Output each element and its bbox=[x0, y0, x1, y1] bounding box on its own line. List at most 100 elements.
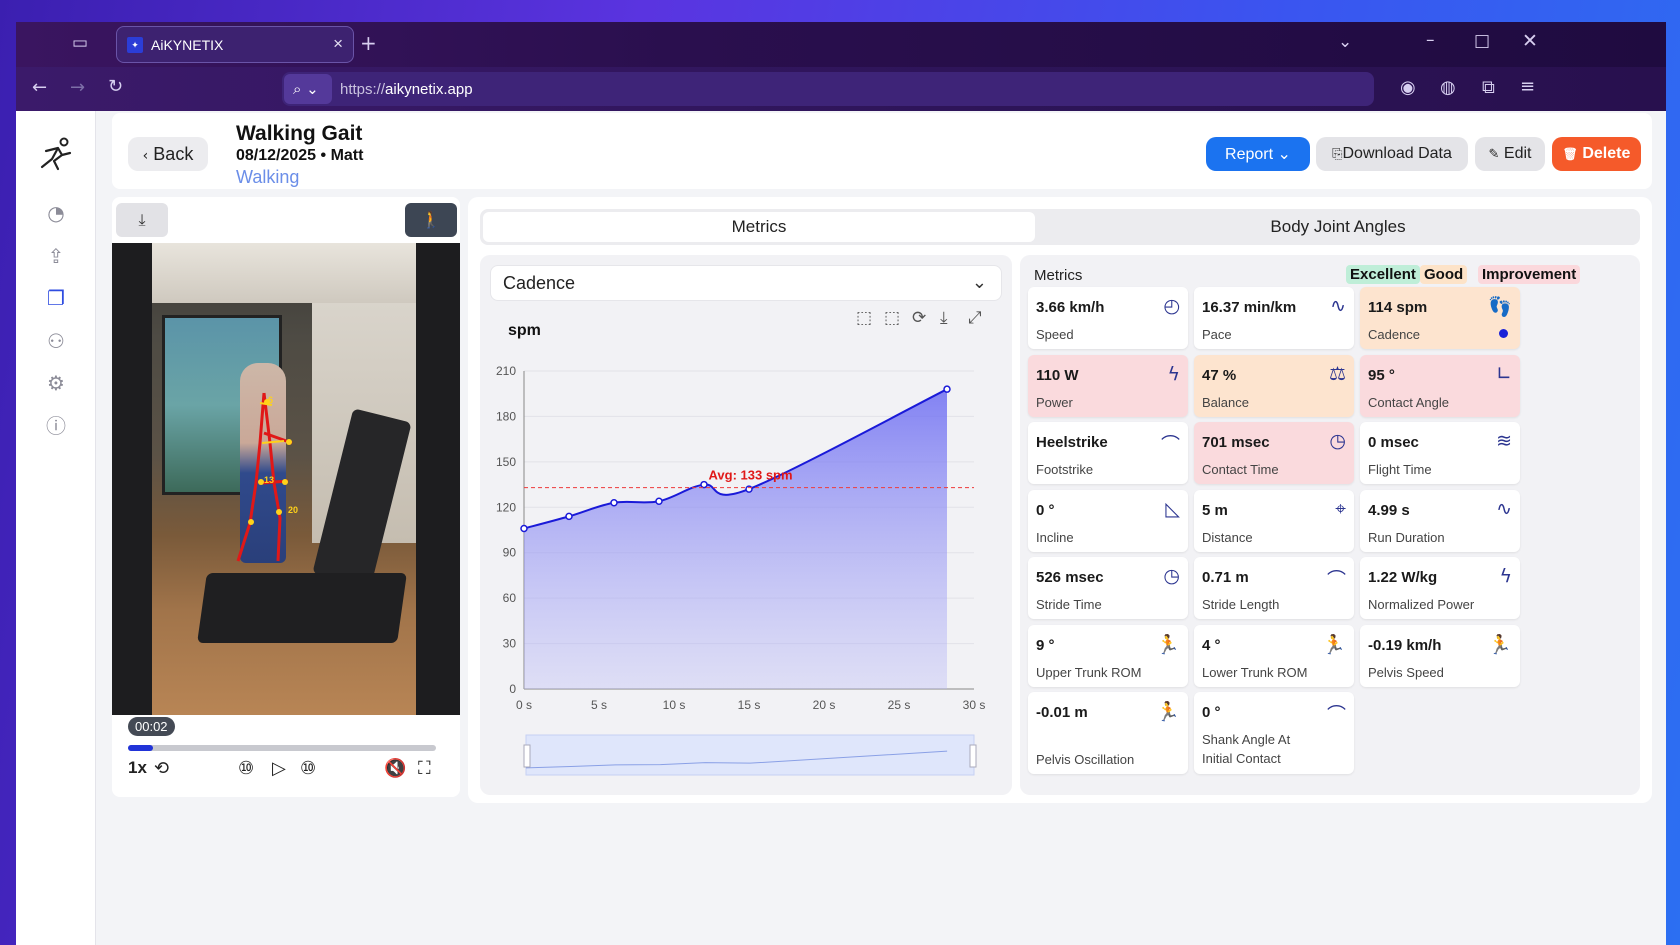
browser-tab[interactable]: ✦ AiKYNETIX × bbox=[116, 26, 354, 63]
metric-card[interactable]: 16.37 min/km Pace ∿ bbox=[1194, 287, 1354, 349]
app-logo-icon[interactable] bbox=[40, 135, 72, 175]
x-tick-label: 30 s bbox=[963, 698, 986, 712]
metric-card[interactable]: Heelstrike Footstrike ⌒ bbox=[1028, 422, 1188, 484]
video-download-button[interactable]: ⤓ bbox=[116, 203, 168, 237]
metric-card[interactable]: 701 msec Contact Time ◷ bbox=[1194, 422, 1354, 484]
tab-body-joint-angles[interactable]: Body Joint Angles bbox=[1270, 217, 1406, 236]
extensions-icon[interactable]: ⧉ bbox=[1482, 77, 1495, 98]
new-tab-icon[interactable]: + bbox=[360, 31, 377, 55]
play-icon[interactable]: ▷ bbox=[272, 758, 286, 779]
tab-groups-icon[interactable]: ▭ bbox=[72, 33, 89, 53]
search-engine-icon[interactable]: ⌕ ⌄ bbox=[284, 74, 332, 104]
metric-label: Flight Time bbox=[1368, 462, 1432, 477]
app-favicon-icon: ✦ bbox=[127, 37, 143, 53]
metric-label: Run Duration bbox=[1368, 529, 1445, 545]
y-tick-label: 150 bbox=[496, 455, 516, 469]
metric-card[interactable]: 0 msec Flight Time ≋ bbox=[1360, 422, 1520, 484]
minimize-icon[interactable]: – bbox=[1426, 30, 1435, 50]
zoom-reset-icon[interactable]: ⬚ bbox=[884, 308, 900, 328]
rewind-10-icon[interactable]: ⑩ bbox=[238, 758, 255, 779]
metric-card[interactable]: -0.19 km/h Pelvis Speed 🏃 bbox=[1360, 624, 1520, 687]
metric-card[interactable]: -0.01 m Pelvis Oscillation 🏃 bbox=[1028, 692, 1188, 774]
metric-card[interactable]: 0 ° Incline ◺ bbox=[1028, 489, 1188, 552]
fullscreen-icon[interactable]: ⛶ bbox=[418, 758, 431, 779]
video-progress-bar[interactable] bbox=[128, 745, 436, 751]
maximize-icon[interactable]: □ bbox=[1474, 31, 1491, 51]
video-timestamp: 00:02 bbox=[128, 717, 175, 736]
close-tab-icon[interactable]: × bbox=[333, 34, 343, 53]
metric-card[interactable]: 4 ° Lower Trunk ROM 🏃 bbox=[1194, 624, 1354, 687]
address-bar[interactable]: ⌕ ⌄ https://aikynetix.app bbox=[282, 72, 1374, 106]
lightning-icon: ϟ bbox=[1167, 362, 1180, 385]
tab-list-chevron-icon[interactable]: ⌄ bbox=[1338, 32, 1353, 52]
x-tick-label: 15 s bbox=[738, 698, 761, 712]
download-icon: ⎘ bbox=[1332, 147, 1343, 162]
metric-card[interactable]: 1.22 W/kg Normalized Power ϟ bbox=[1360, 557, 1520, 619]
close-window-icon[interactable]: ✕ bbox=[1522, 30, 1538, 52]
edit-button[interactable]: ✎ Edit bbox=[1475, 137, 1545, 171]
tab-metrics[interactable]: Metrics bbox=[483, 212, 1035, 242]
video-panel: ⤓ 🚶 bbox=[112, 197, 460, 797]
data-point bbox=[655, 497, 663, 505]
account-icon[interactable]: ◉ bbox=[1400, 77, 1416, 98]
loop-icon[interactable]: ⟲ bbox=[154, 758, 170, 779]
globe-icon[interactable]: ◍ bbox=[1440, 77, 1456, 98]
metric-value: 701 msec bbox=[1202, 434, 1270, 451]
metric-label: Shank Angle At Initial Contact bbox=[1202, 732, 1291, 766]
metric-card[interactable]: 526 msec Stride Time ◷ bbox=[1028, 557, 1188, 619]
metric-card[interactable]: 95 ° Contact Angle ∟ bbox=[1360, 354, 1520, 417]
metric-card[interactable]: 5 m Distance ⌖ bbox=[1194, 489, 1354, 552]
video-player[interactable]: 6 13 20 bbox=[112, 243, 460, 715]
metric-card[interactable]: 110 W Power ϟ bbox=[1028, 354, 1188, 417]
reload-icon[interactable]: ↻ bbox=[108, 76, 124, 97]
download-data-button[interactable]: ⎘Download Data bbox=[1316, 137, 1468, 171]
chevron-left-icon: ‹ bbox=[142, 148, 149, 164]
metric-card[interactable]: 0.71 m Stride Length ⌒ bbox=[1194, 557, 1354, 619]
download-icon[interactable]: ⤓ bbox=[940, 308, 948, 328]
url-text[interactable]: https://aikynetix.app bbox=[340, 81, 473, 98]
metric-selector[interactable]: Cadence ⌄ bbox=[490, 265, 1002, 301]
pulse-icon: ∿ bbox=[1496, 497, 1512, 520]
report-button[interactable]: Report ⌄ bbox=[1206, 137, 1310, 171]
metric-value: 3.66 km/h bbox=[1036, 299, 1105, 316]
forward-10-icon[interactable]: ⑩ bbox=[300, 758, 317, 779]
joint-label: 13 bbox=[264, 475, 275, 485]
metric-label: Lower Trunk ROM bbox=[1202, 664, 1308, 680]
zoom-select-icon[interactable]: ⬚ bbox=[856, 308, 872, 328]
metric-value: 16.37 min/km bbox=[1202, 299, 1297, 316]
playback-speed-button[interactable]: 1x bbox=[128, 758, 147, 777]
metric-card[interactable]: 9 ° Upper Trunk ROM 🏃 bbox=[1028, 624, 1188, 687]
data-point bbox=[610, 498, 618, 507]
metric-card[interactable]: 114 spm Cadence 👣 bbox=[1360, 287, 1520, 349]
metric-card[interactable]: 47 % Balance ⚖ bbox=[1194, 354, 1354, 417]
sidebar-item-settings-icon[interactable]: ⚙ bbox=[47, 371, 65, 395]
skeleton-toggle-button[interactable]: 🚶 bbox=[405, 203, 457, 237]
sidebar-item-users-icon[interactable]: ⚇ bbox=[47, 329, 65, 353]
metric-card[interactable]: 0 ° Shank Angle At Initial Contact ⌒ bbox=[1194, 692, 1354, 774]
metric-card[interactable]: 3.66 km/h Speed ◴ bbox=[1028, 287, 1188, 349]
y-tick-label: 0 bbox=[509, 682, 516, 696]
refresh-icon[interactable]: ⟳ bbox=[912, 308, 926, 328]
delete-button[interactable]: 🗑 Delete bbox=[1552, 137, 1641, 171]
expand-icon[interactable]: ⤢ bbox=[968, 308, 982, 328]
activity-type[interactable]: Walking bbox=[236, 167, 300, 187]
footprints-icon: 👣 bbox=[1488, 296, 1512, 318]
back-arrow-icon[interactable]: ← bbox=[32, 77, 48, 98]
sidebar-item-sessions-icon[interactable]: ❐ bbox=[47, 286, 65, 310]
navigator-line bbox=[525, 750, 948, 769]
joint-label: 6 bbox=[268, 395, 274, 405]
range-handle-left[interactable] bbox=[523, 744, 531, 768]
sidebar-item-analytics-icon[interactable]: ◔ bbox=[47, 201, 65, 225]
cadence-chart[interactable]: spm ⬚ ⬚ ⟳ ⤓ ⤢ 0 30 60 90 120 150 180 210 0 s 5 s 10 s 15 … bbox=[480, 305, 1012, 795]
sidebar-item-info-icon[interactable]: ⓘ bbox=[46, 414, 66, 438]
range-navigator bbox=[525, 734, 975, 776]
back-button[interactable]: ‹ Back bbox=[128, 137, 208, 171]
menu-icon[interactable]: ≡ bbox=[1520, 76, 1536, 97]
sidebar-item-upload-icon[interactable]: ⇪ bbox=[47, 244, 65, 268]
runner-icon: 🏃 bbox=[1322, 633, 1346, 656]
y-tick-label: 30 bbox=[503, 637, 517, 651]
mute-icon[interactable]: 🔇 bbox=[384, 758, 407, 779]
metric-card[interactable]: 4.99 s Run Duration ∿ bbox=[1360, 489, 1520, 552]
forward-arrow-icon[interactable]: → bbox=[70, 77, 86, 98]
range-handle-right[interactable] bbox=[969, 744, 977, 768]
